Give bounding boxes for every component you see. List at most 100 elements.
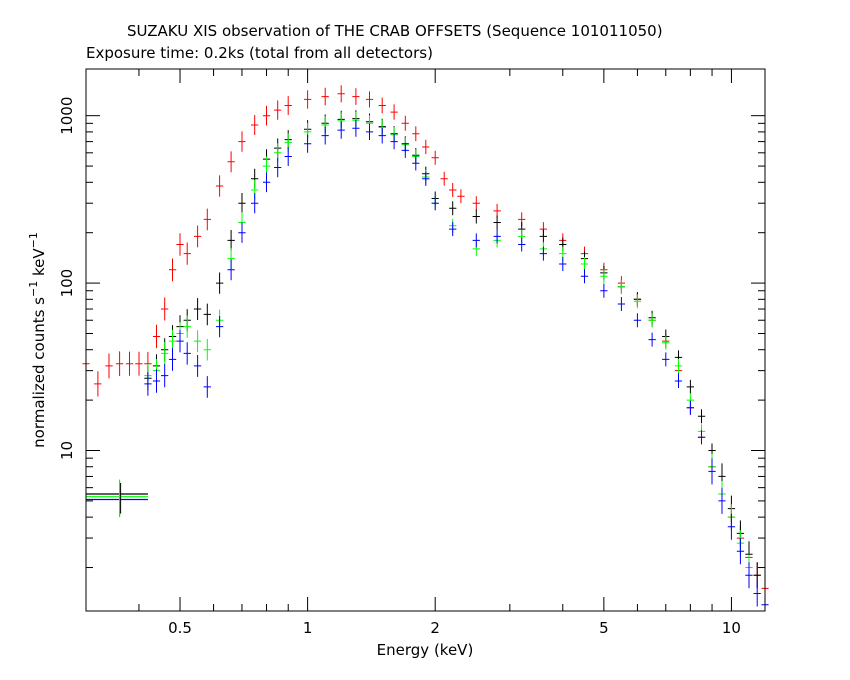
data-point	[125, 351, 134, 376]
data-point	[284, 96, 292, 115]
data-point	[472, 196, 480, 211]
data-point	[648, 313, 656, 328]
data-point	[227, 230, 235, 251]
data-point	[457, 189, 465, 204]
data-point	[352, 88, 360, 105]
data-point	[412, 155, 420, 171]
data-point	[472, 209, 480, 224]
data-point	[440, 171, 448, 186]
data-point	[321, 87, 329, 106]
data-point	[135, 351, 143, 376]
data-point	[431, 150, 439, 165]
data-point	[152, 369, 161, 393]
data-point	[600, 283, 608, 298]
y-axis-label-exp1: −1	[27, 281, 40, 297]
data-point	[472, 233, 480, 248]
data-point	[251, 193, 259, 214]
x-tick-label: 0.5	[168, 619, 192, 637]
data-point	[193, 355, 202, 377]
data-point	[274, 100, 282, 120]
data-point	[633, 313, 642, 328]
data-point	[390, 104, 398, 120]
data-point	[152, 324, 161, 349]
data-point	[600, 269, 608, 284]
data-point	[216, 272, 224, 294]
data-point	[284, 147, 292, 166]
data-point	[736, 538, 745, 565]
y-tick-labels: 10 100 1000	[58, 97, 76, 460]
series-1	[144, 110, 761, 589]
data-point	[115, 351, 124, 376]
x-tick-label: 2	[430, 619, 440, 637]
data-point	[422, 139, 430, 155]
y-tick-label: 1000	[58, 97, 76, 135]
data-point	[176, 233, 184, 256]
data-point	[559, 257, 567, 271]
data-point	[251, 115, 259, 135]
data-point	[686, 379, 694, 394]
data-point	[365, 91, 374, 108]
y-axis-label-prefix: normalized counts s	[30, 297, 48, 448]
data-point	[633, 294, 642, 309]
x-tick-label: 5	[599, 619, 609, 637]
data-point	[718, 487, 726, 514]
data-point	[745, 562, 753, 589]
y-axis-label: normalized counts s−1 keV−1	[27, 232, 48, 448]
series-2	[144, 111, 753, 581]
x-axis-label: Energy (keV)	[377, 641, 474, 659]
data-point	[617, 279, 625, 294]
data-point	[227, 151, 235, 173]
data-point	[304, 134, 312, 153]
x-tick-label: 10	[722, 619, 741, 637]
data-point	[539, 229, 547, 244]
data-point	[662, 335, 670, 350]
data-point	[617, 297, 625, 311]
data-point	[161, 364, 169, 388]
data-point	[493, 215, 501, 230]
data-point	[365, 123, 374, 140]
data-point	[203, 376, 211, 398]
data-point	[662, 352, 670, 367]
data-point	[422, 171, 430, 186]
x-tick-labels: 0.5 1 2 5 10	[168, 619, 741, 637]
data-point	[401, 115, 409, 131]
data-point	[493, 229, 501, 244]
chart-subtitle: Exposure time: 0.2ks (total from all det…	[86, 44, 433, 62]
data-point	[648, 332, 656, 347]
data-point	[216, 175, 224, 197]
data-point	[193, 298, 202, 320]
data-point	[518, 237, 526, 252]
data-point	[203, 338, 211, 361]
data-point	[727, 513, 736, 540]
legend-marks	[86, 479, 148, 518]
data-point	[708, 458, 716, 485]
data-point	[105, 353, 113, 379]
data-point	[176, 329, 184, 353]
data-point	[697, 430, 706, 445]
data-point	[238, 131, 246, 152]
series-3	[144, 120, 769, 611]
data-point	[401, 142, 409, 158]
data-point	[183, 242, 191, 265]
data-point	[580, 269, 589, 284]
data-point	[674, 358, 683, 373]
data-point	[431, 196, 439, 211]
data-point	[337, 85, 345, 103]
data-point	[449, 222, 457, 237]
y-axis-label-mid: keV	[30, 248, 48, 281]
data-point	[94, 371, 102, 397]
data-point	[390, 133, 398, 150]
data-point	[168, 258, 177, 282]
series-layer	[82, 85, 769, 611]
y-axis-label-exp2: −1	[27, 232, 40, 248]
data-point	[161, 341, 169, 365]
data-point	[753, 580, 761, 607]
data-point	[203, 303, 211, 326]
data-point	[337, 121, 345, 139]
data-point	[193, 330, 202, 353]
x-tick-label: 1	[303, 619, 313, 637]
data-point	[539, 246, 547, 261]
data-point	[686, 400, 694, 415]
data-point	[412, 126, 420, 142]
